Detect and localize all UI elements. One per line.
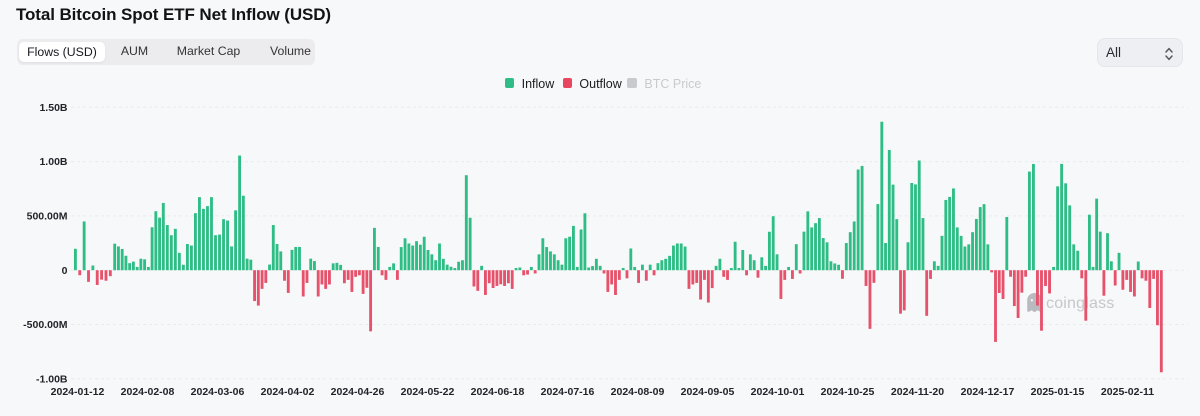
svg-text:1.00B: 1.00B — [39, 156, 67, 168]
svg-text:2024-02-08: 2024-02-08 — [121, 386, 175, 398]
svg-text:2024-06-18: 2024-06-18 — [471, 386, 525, 398]
svg-text:2024-10-25: 2024-10-25 — [821, 386, 875, 398]
svg-text:2025-01-15: 2025-01-15 — [1031, 386, 1085, 398]
svg-text:2024-10-01: 2024-10-01 — [751, 386, 805, 398]
svg-text:2024-01-12: 2024-01-12 — [51, 386, 105, 398]
svg-text:2024-12-17: 2024-12-17 — [961, 386, 1015, 398]
svg-text:2024-04-02: 2024-04-02 — [261, 386, 315, 398]
svg-text:500.00M: 500.00M — [27, 211, 68, 223]
svg-text:2024-08-09: 2024-08-09 — [611, 386, 665, 398]
svg-text:-500.00M: -500.00M — [23, 319, 68, 331]
svg-text:2024-07-16: 2024-07-16 — [541, 386, 595, 398]
svg-text:2024-09-05: 2024-09-05 — [681, 386, 735, 398]
svg-text:0: 0 — [62, 265, 68, 277]
svg-text:-1.00B: -1.00B — [36, 373, 68, 385]
svg-text:2025-02-11: 2025-02-11 — [1101, 386, 1154, 398]
svg-text:1.50B: 1.50B — [39, 102, 67, 114]
svg-text:2024-05-22: 2024-05-22 — [401, 386, 455, 398]
svg-text:2024-03-06: 2024-03-06 — [191, 386, 245, 398]
svg-text:2024-04-26: 2024-04-26 — [331, 386, 385, 398]
svg-text:2024-11-20: 2024-11-20 — [891, 386, 944, 398]
